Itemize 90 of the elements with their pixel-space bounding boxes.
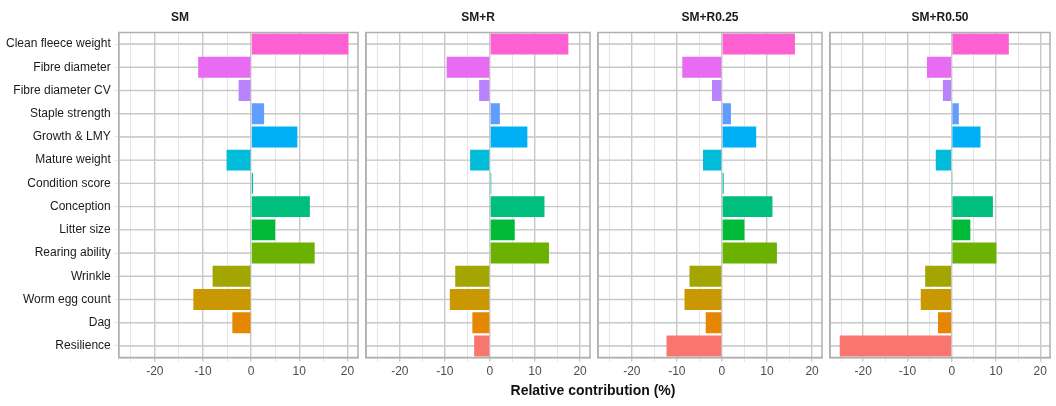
bar [689,265,722,287]
x-tick-label: -10 [668,364,686,379]
bar [490,103,500,125]
y-tick-label: Conception [50,198,111,213]
bar [952,126,981,148]
y-tick-label: Worm egg count [22,291,112,306]
bar [238,80,251,101]
bar [925,265,952,287]
y-tick-label: Growth & LMY [32,129,111,144]
bar [226,149,251,171]
bar [839,335,952,357]
bar [722,126,757,148]
bar [490,126,528,148]
x-tick-label: -10 [194,364,212,379]
bar [712,80,722,101]
chart-title: SM+R0.25 [681,9,739,24]
x-tick-label: -20 [854,364,873,379]
y-tick-label: Condition score [27,175,112,190]
bar [472,312,490,334]
x-tick-label: -10 [436,364,454,379]
x-tick-label: 20 [573,364,588,379]
y-tick-label: Litter size [59,222,112,237]
bar [952,103,959,125]
y-tick-label: Fibre diameter [33,59,111,74]
x-tick-label: 20 [805,364,820,379]
x-tick-label: 0 [486,364,494,379]
y-tick-label: Staple strength [30,106,111,121]
bar [251,242,315,264]
bar [193,289,251,310]
bar [684,289,722,310]
y-tick-label: Dag [88,315,111,330]
bar [490,196,545,218]
x-tick-label: 10 [989,364,1003,379]
bar [251,33,349,55]
bar [942,80,952,101]
bar [703,149,722,171]
bar [455,265,490,287]
bar [952,219,971,241]
bar [926,56,952,78]
x-tick-label: -10 [898,364,917,379]
bar [479,80,490,101]
bar [952,242,997,264]
y-tick-label: Fibre diameter CV [13,82,111,97]
x-tick-label: 10 [292,364,307,379]
bar [722,242,777,264]
bar [490,219,515,241]
bar [212,265,251,287]
x-tick-label: 10 [760,364,775,379]
x-tick-label: 10 [528,364,543,379]
bar [920,289,952,310]
bar [490,33,569,55]
x-axis-title: Relative contribution (%) [509,382,677,398]
chart-title: SM [171,9,189,24]
bar [722,33,795,55]
bar [446,56,490,78]
bar [490,242,549,264]
x-tick-label: 0 [948,364,956,379]
bar [198,56,251,78]
bar [251,103,265,125]
bar [682,56,722,78]
chart-title: SM+R0.50 [911,9,969,24]
bar [935,149,952,171]
x-tick-label: 20 [340,364,355,379]
x-tick-label: -20 [623,364,641,379]
y-tick-label: Mature weight [35,152,112,167]
x-tick-label: 0 [718,364,726,379]
chart-title: SM+R [461,9,496,24]
x-tick-label: -20 [146,364,164,379]
bar [470,149,490,171]
y-tick-label: Clean fleece weight [6,36,112,51]
bar [722,196,773,218]
x-tick-label: 0 [247,364,255,379]
bar [251,126,298,148]
y-tick-label: Resilience [55,338,112,353]
bar [722,103,731,125]
bar [938,312,952,334]
x-tick-label: 20 [1033,364,1048,379]
bar [251,219,276,241]
bar [952,33,1009,55]
bar [952,196,993,218]
bar [705,312,722,334]
bar [449,289,490,310]
y-tick-label: Rearing ability [34,245,111,260]
bar [232,312,251,334]
bar [666,335,722,357]
y-tick-label: Wrinkle [70,268,112,283]
bar [722,219,745,241]
x-tick-label: -20 [391,364,409,379]
bar [251,196,310,218]
bar [474,335,490,357]
